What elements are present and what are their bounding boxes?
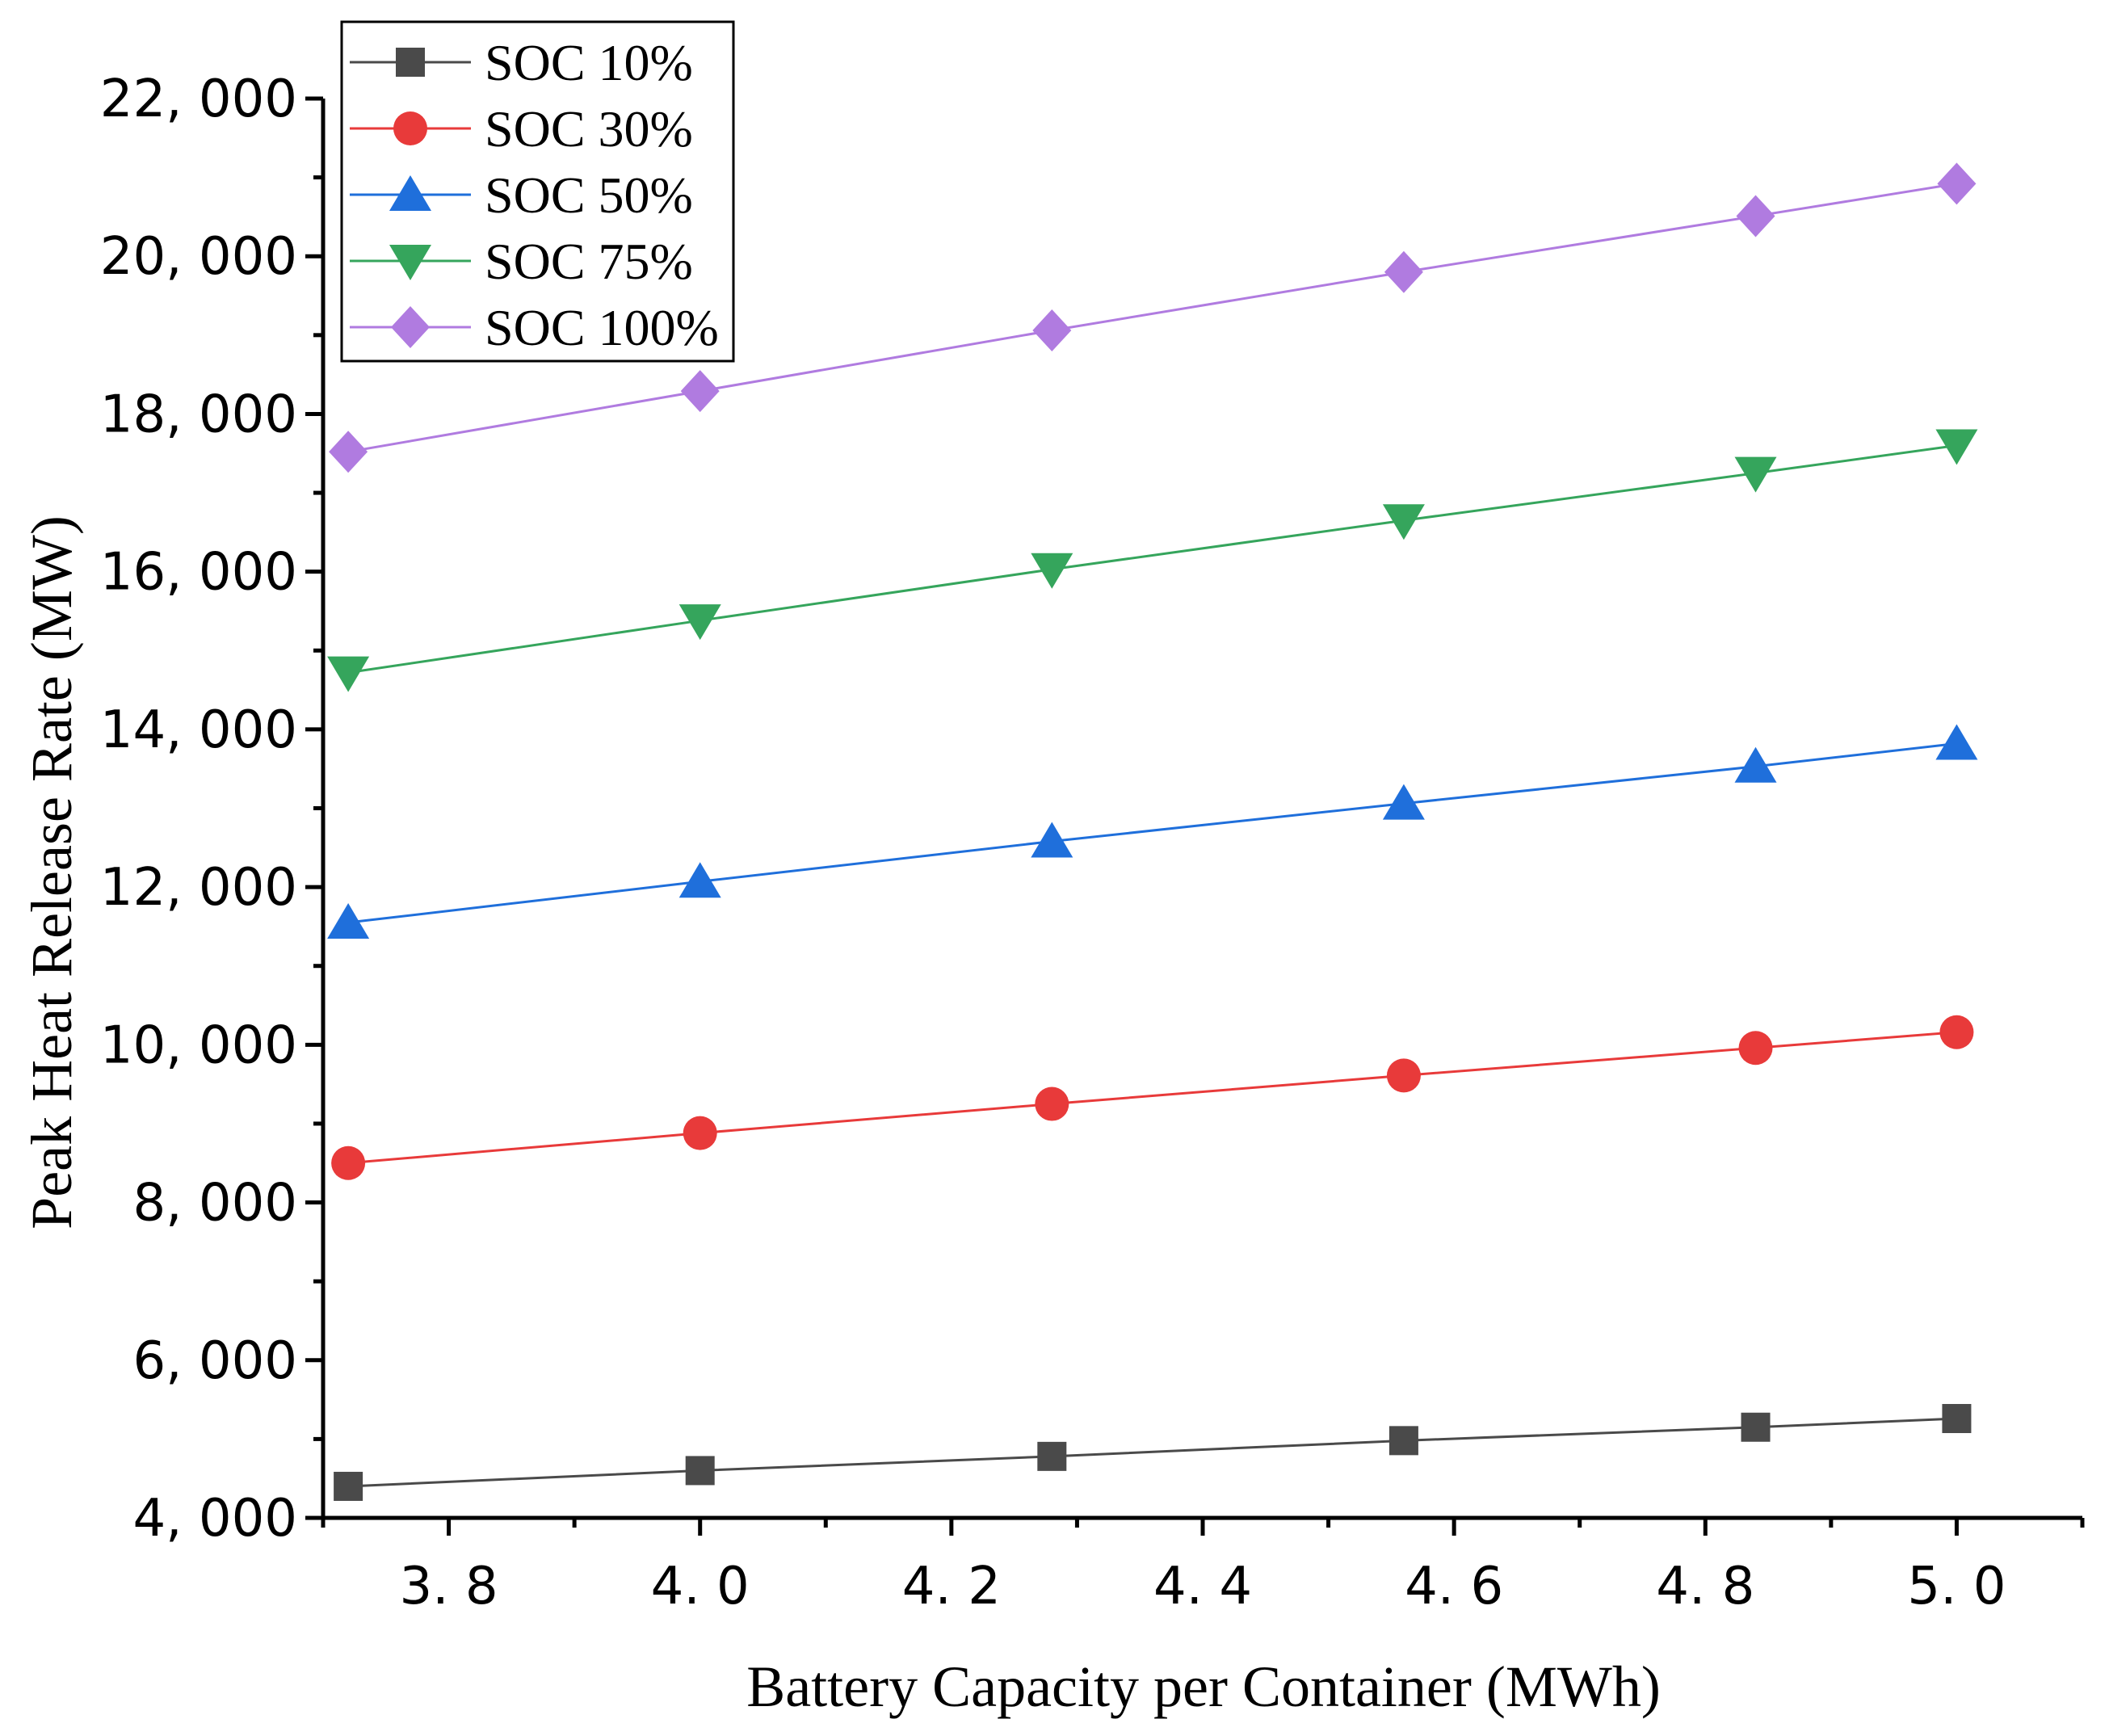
legend-entry: SOC 100% xyxy=(350,299,719,356)
y-tick-label: 4, 000 xyxy=(132,1489,297,1549)
legend-entry: SOC 30% xyxy=(350,100,693,158)
data-point xyxy=(329,431,368,473)
legend-label: SOC 30% xyxy=(485,100,693,158)
data-point xyxy=(1937,162,1977,205)
data-point xyxy=(1935,429,1978,465)
series-line xyxy=(347,182,1957,453)
series-soc-75- xyxy=(327,429,1978,692)
data-point xyxy=(1035,1087,1069,1121)
legend-marker xyxy=(393,111,427,145)
data-point xyxy=(683,1116,717,1150)
legend-entry: SOC 10% xyxy=(350,34,693,91)
data-point xyxy=(327,656,370,692)
legend-marker xyxy=(396,48,425,77)
data-point xyxy=(1734,746,1777,783)
y-tick-label: 12, 000 xyxy=(100,858,297,918)
y-tick-label: 6, 000 xyxy=(132,1331,297,1391)
series-layer xyxy=(327,162,1978,1501)
data-point xyxy=(1388,1426,1418,1456)
data-point xyxy=(1384,250,1423,293)
x-tick-label: 4. 2 xyxy=(902,1557,1001,1616)
y-tick-label: 22, 000 xyxy=(100,69,297,129)
y-tick-label: 10, 000 xyxy=(100,1015,297,1075)
x-axis-ticks: 3. 8 4. 0 4. 2 4. 4 4. 6 4. 8 5. 0 xyxy=(321,1518,2085,1616)
x-tick-label: 4. 4 xyxy=(1153,1557,1252,1616)
data-point xyxy=(678,862,721,898)
x-tick-label: 4. 0 xyxy=(651,1557,750,1616)
y-axis-title: Peak Heat Release Rate (MW) xyxy=(19,515,84,1229)
data-point xyxy=(1935,724,1978,760)
data-point xyxy=(1942,1404,1972,1434)
legend-entry: SOC 75% xyxy=(350,233,693,290)
x-tick-label: 4. 8 xyxy=(1656,1557,1754,1616)
series-line xyxy=(347,742,1957,924)
y-tick-label: 20, 000 xyxy=(100,227,297,287)
x-axis-title: Battery Capacity per Container (MWh) xyxy=(746,1654,1661,1719)
legend: SOC 10% SOC 30% SOC 50% SOC 75% SOC 100% xyxy=(340,20,735,363)
data-point xyxy=(331,1145,366,1180)
x-tick-label: 3. 8 xyxy=(400,1557,498,1616)
y-axis-ticks: 4, 000 6, 000 8, 000 10, 000 12, 000 14, 000 1… xyxy=(100,69,323,1549)
series-soc-50- xyxy=(327,724,1978,939)
x-tick-label: 4. 6 xyxy=(1405,1557,1503,1616)
series-line xyxy=(347,444,1957,675)
series-soc-100- xyxy=(329,162,1977,473)
legend-marker xyxy=(389,175,431,211)
data-point xyxy=(1386,1058,1421,1093)
legend-entry: SOC 50% xyxy=(350,166,693,224)
series-line xyxy=(348,1417,1957,1488)
y-tick-label: 14, 000 xyxy=(100,700,297,760)
y-tick-label: 16, 000 xyxy=(100,543,297,603)
data-point xyxy=(1032,309,1072,351)
data-point xyxy=(334,1471,363,1501)
data-point xyxy=(327,903,370,939)
legend-marker xyxy=(389,245,431,280)
series-soc-30- xyxy=(331,1015,1974,1180)
data-point xyxy=(1734,456,1777,493)
data-point xyxy=(1736,195,1775,237)
legend-label: SOC 50% xyxy=(485,166,693,224)
data-point xyxy=(1031,553,1073,589)
y-tick-label: 8, 000 xyxy=(132,1174,297,1234)
legend-marker xyxy=(391,306,430,348)
data-point xyxy=(1741,1412,1771,1442)
data-point xyxy=(1031,822,1073,858)
data-point xyxy=(1738,1031,1773,1066)
x-tick-label: 5. 0 xyxy=(1907,1557,2006,1616)
legend-label: SOC 100% xyxy=(485,299,719,356)
legend-label: SOC 10% xyxy=(485,34,693,91)
data-point xyxy=(680,370,720,413)
data-point xyxy=(1037,1441,1067,1471)
y-tick-label: 18, 000 xyxy=(100,385,297,444)
data-point xyxy=(678,604,721,641)
data-point xyxy=(1382,504,1425,540)
data-point xyxy=(1382,784,1425,820)
data-point xyxy=(685,1456,715,1486)
legend-label: SOC 75% xyxy=(485,233,693,290)
data-point xyxy=(1939,1015,1974,1049)
series-soc-10- xyxy=(334,1404,1972,1501)
series-line xyxy=(347,1031,1957,1165)
